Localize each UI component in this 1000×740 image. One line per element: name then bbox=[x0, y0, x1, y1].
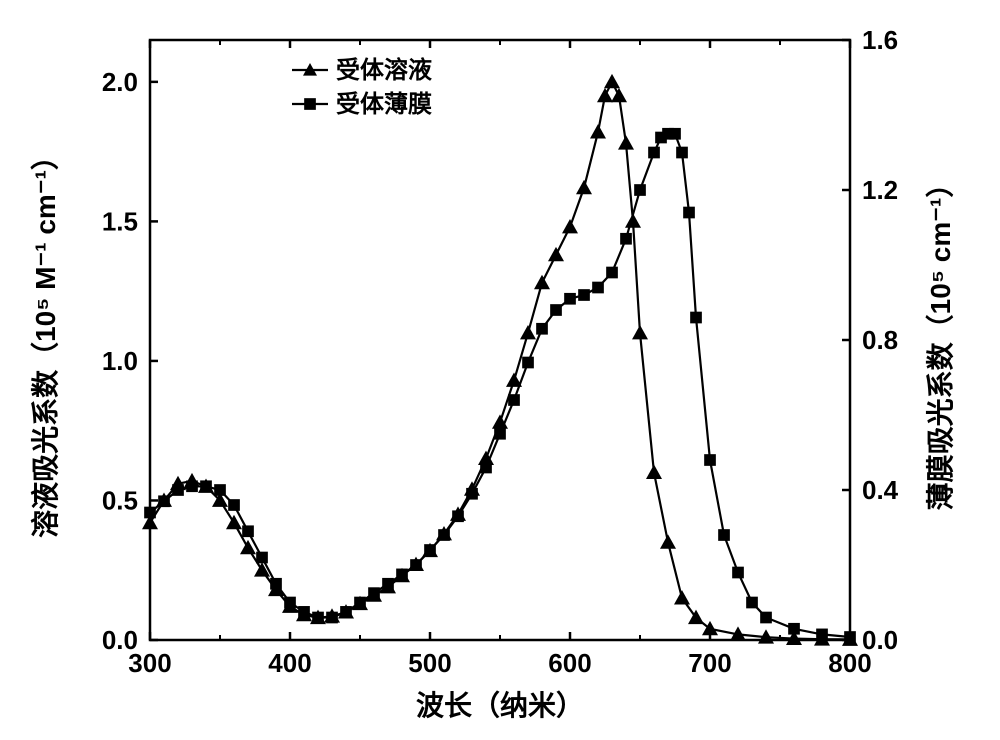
legend-label: 受体薄膜 bbox=[336, 90, 432, 118]
square-marker bbox=[648, 147, 660, 159]
y-right-tick-label: 1.2 bbox=[862, 175, 898, 205]
square-marker bbox=[634, 184, 646, 196]
absorption-spectrum-chart: 3004005006007008000.00.51.01.52.00.00.40… bbox=[0, 0, 1000, 740]
square-marker bbox=[228, 499, 240, 511]
square-marker bbox=[620, 233, 632, 245]
square-marker bbox=[326, 612, 338, 624]
square-marker bbox=[508, 394, 520, 406]
square-marker bbox=[396, 569, 408, 581]
square-marker bbox=[816, 629, 828, 641]
square-marker bbox=[550, 304, 562, 316]
square-marker bbox=[760, 612, 772, 624]
y-left-tick-label: 2.0 bbox=[102, 67, 138, 97]
square-marker bbox=[354, 597, 366, 609]
square-marker bbox=[480, 462, 492, 474]
square-marker bbox=[606, 267, 618, 279]
x-axis-label: 波长（纳米） bbox=[416, 689, 584, 721]
square-marker bbox=[452, 510, 464, 522]
square-marker bbox=[158, 495, 170, 507]
square-marker bbox=[669, 128, 681, 140]
square-marker bbox=[172, 484, 184, 496]
square-marker bbox=[704, 454, 716, 466]
square-marker bbox=[368, 587, 380, 599]
square-marker bbox=[298, 606, 310, 618]
square-marker bbox=[382, 578, 394, 590]
square-marker bbox=[683, 207, 695, 219]
square-marker bbox=[676, 147, 688, 159]
x-tick-label: 700 bbox=[688, 648, 731, 678]
square-marker bbox=[844, 631, 856, 643]
x-tick-label: 500 bbox=[408, 648, 451, 678]
square-marker bbox=[746, 597, 758, 609]
square-marker bbox=[340, 606, 352, 618]
square-marker bbox=[410, 559, 422, 571]
square-marker bbox=[304, 98, 316, 110]
square-marker bbox=[424, 544, 436, 556]
chart-container: 3004005006007008000.00.51.01.52.00.00.40… bbox=[0, 0, 1000, 740]
square-marker bbox=[256, 552, 268, 564]
y-left-tick-label: 0.0 bbox=[102, 625, 138, 655]
square-marker bbox=[494, 428, 506, 440]
square-marker bbox=[200, 480, 212, 492]
square-marker bbox=[690, 312, 702, 324]
square-marker bbox=[242, 525, 254, 537]
x-tick-label: 600 bbox=[548, 648, 591, 678]
square-marker bbox=[284, 597, 296, 609]
y-left-tick-label: 1.0 bbox=[102, 346, 138, 376]
x-tick-label: 400 bbox=[268, 648, 311, 678]
y-left-axis-label: 溶液吸光系数（10⁵ M⁻¹ cm⁻¹） bbox=[29, 142, 61, 538]
square-marker bbox=[466, 488, 478, 500]
square-marker bbox=[438, 529, 450, 541]
y-right-tick-label: 0.4 bbox=[862, 475, 899, 505]
y-left-tick-label: 0.5 bbox=[102, 485, 138, 515]
square-marker bbox=[788, 623, 800, 635]
square-marker bbox=[578, 289, 590, 301]
square-marker bbox=[522, 357, 534, 369]
square-marker bbox=[536, 323, 548, 335]
square-marker bbox=[312, 612, 324, 624]
legend-label: 受体溶液 bbox=[336, 56, 432, 84]
square-marker bbox=[718, 529, 730, 541]
square-marker bbox=[186, 480, 198, 492]
y-right-tick-label: 0.8 bbox=[862, 325, 898, 355]
square-marker bbox=[592, 282, 604, 294]
y-right-tick-label: 1.6 bbox=[862, 25, 898, 55]
y-left-tick-label: 1.5 bbox=[102, 206, 138, 236]
y-right-axis-label: 薄膜吸光系数（10⁵ cm⁻¹） bbox=[924, 170, 956, 511]
square-marker bbox=[270, 578, 282, 590]
square-marker bbox=[214, 484, 226, 496]
square-marker bbox=[144, 507, 156, 519]
square-marker bbox=[564, 293, 576, 305]
y-right-tick-label: 0.0 bbox=[862, 625, 898, 655]
square-marker bbox=[732, 567, 744, 579]
